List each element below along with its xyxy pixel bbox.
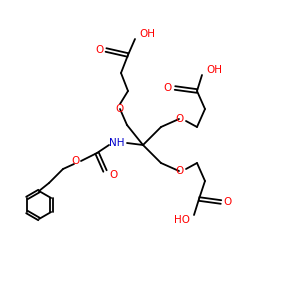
Text: O: O <box>72 156 80 166</box>
Text: NH: NH <box>109 138 125 148</box>
Text: O: O <box>175 114 183 124</box>
Text: O: O <box>109 170 117 180</box>
Text: O: O <box>95 45 103 55</box>
Text: O: O <box>116 104 124 114</box>
Text: HO: HO <box>174 215 190 225</box>
Text: OH: OH <box>139 29 155 39</box>
Text: OH: OH <box>206 65 222 75</box>
Text: O: O <box>175 166 183 176</box>
Text: O: O <box>224 197 232 207</box>
Text: O: O <box>164 83 172 93</box>
